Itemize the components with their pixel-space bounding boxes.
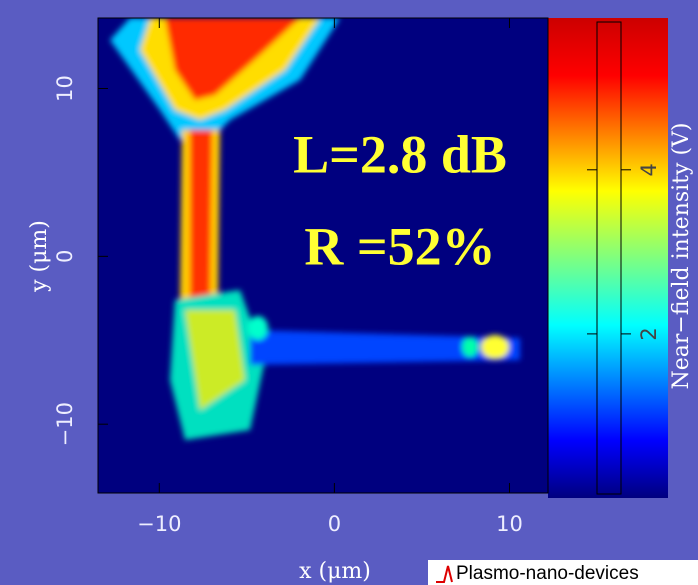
logo-box	[428, 560, 698, 585]
y-tick-label: −10	[53, 402, 77, 446]
y-tick-label: 0	[53, 250, 77, 263]
y-axis-label: y (μm)	[27, 220, 52, 293]
y-tick-label: 10	[53, 75, 77, 102]
x-tick-label: 10	[496, 512, 523, 536]
x-tick-label: −10	[137, 512, 181, 536]
colorbar-tick-label: 2	[637, 327, 661, 340]
logo-icon	[436, 565, 453, 583]
field-map	[110, 18, 520, 440]
annotation: R =52%	[304, 216, 495, 276]
colorbar-tick-label: 4	[637, 163, 661, 176]
x-axis-label: x (μm)	[299, 559, 371, 584]
colorbar-frame	[596, 21, 622, 495]
annotation: L=2.8 dB	[293, 124, 507, 184]
colorbar	[548, 18, 668, 498]
logo-text: Plasmo-nano-devices	[456, 563, 639, 584]
x-tick-label: 0	[328, 512, 341, 536]
colorbar-label: Near−field intensity (V)	[669, 122, 694, 389]
plot-frame	[97, 17, 549, 494]
